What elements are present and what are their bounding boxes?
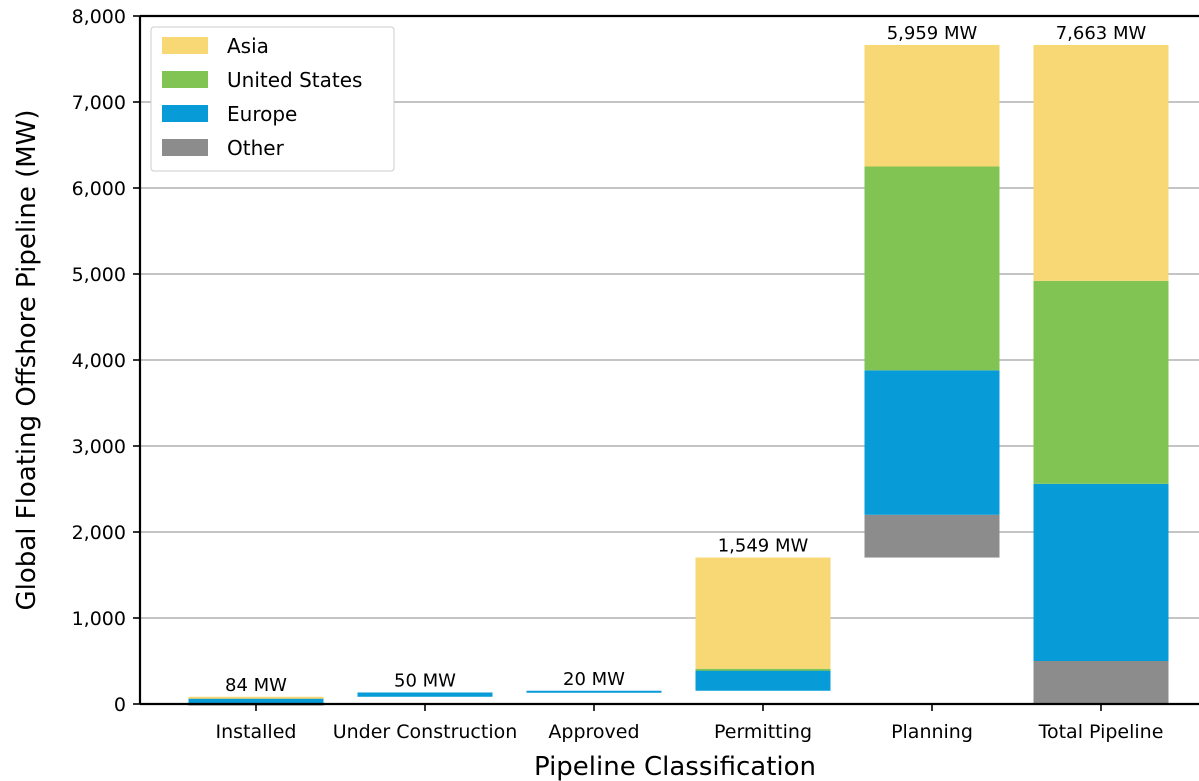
bar-segment-total-pipeline-united-states bbox=[1033, 280, 1169, 484]
bar-total-label-under-construction: 50 MW bbox=[394, 670, 456, 691]
bars bbox=[188, 44, 1169, 706]
y-tick-label: 7,000 bbox=[72, 92, 126, 114]
bar-segment-approved-europe bbox=[526, 690, 662, 693]
bar-segment-total-pipeline-other bbox=[1033, 661, 1169, 704]
y-tick-label: 1,000 bbox=[72, 608, 126, 630]
bar-segment-planning-europe bbox=[864, 370, 1000, 515]
legend-swatch-europe bbox=[162, 105, 208, 122]
y-tick-label: 5,000 bbox=[72, 264, 126, 286]
legend: Asia United States Europe Other bbox=[150, 26, 395, 172]
bar-total-label-permitting: 1,549 MW bbox=[718, 536, 809, 557]
legend-label-united-states: United States bbox=[227, 68, 362, 92]
x-tick-label-approved: Approved bbox=[548, 721, 639, 743]
bar-segment-installed-europe bbox=[188, 697, 324, 704]
x-tick-label-permitting: Permitting bbox=[714, 721, 812, 743]
legend-swatch-asia bbox=[162, 37, 208, 54]
legend-swatch-other bbox=[162, 139, 208, 156]
bar-segment-installed-asia bbox=[188, 696, 324, 699]
y-tick-label: 8,000 bbox=[72, 6, 126, 28]
bar-segment-planning-asia bbox=[864, 44, 1000, 167]
labels: 0 1,000 2,000 3,000 4,000 5,000 6,000 7,000 8,00… bbox=[72, 6, 1164, 743]
x-tick-label-planning: Planning bbox=[891, 721, 973, 743]
bar-segment-total-pipeline-europe bbox=[1033, 483, 1169, 661]
legend-label-europe: Europe bbox=[227, 102, 297, 126]
bar-segment-total-pipeline-asia bbox=[1033, 44, 1169, 281]
bar-segment-planning-other bbox=[864, 514, 1000, 558]
legend-frame bbox=[150, 26, 395, 172]
bar-segment-permitting-united-states bbox=[695, 668, 831, 671]
bar-total-label-planning: 5,959 MW bbox=[887, 23, 978, 44]
x-tick-label-installed: Installed bbox=[216, 721, 297, 743]
x-tick-label-total-pipeline: Total Pipeline bbox=[1038, 721, 1164, 743]
y-tick-label: 6,000 bbox=[72, 178, 126, 200]
y-tick-label: 0 bbox=[114, 694, 126, 716]
x-tick-label-under-construction: Under Construction bbox=[333, 721, 518, 743]
y-axis-title: Global Floating Offshore Pipeline (MW) bbox=[12, 109, 42, 610]
bar-total-label-installed: 84 MW bbox=[225, 675, 287, 696]
y-tick-label: 2,000 bbox=[72, 522, 126, 544]
axes bbox=[133, 14, 1199, 711]
bar-total-label-approved: 20 MW bbox=[563, 669, 625, 690]
bar-segment-under-construction-europe bbox=[357, 692, 493, 697]
x-axis-title: Pipeline Classification bbox=[534, 752, 816, 781]
y-tick-label: 3,000 bbox=[72, 436, 126, 458]
legend-label-asia: Asia bbox=[227, 34, 269, 58]
legend-swatch-united-states bbox=[162, 71, 208, 88]
bar-segment-planning-united-states bbox=[864, 166, 1000, 371]
bar-total-label-total-pipeline: 7,663 MW bbox=[1056, 23, 1147, 44]
legend-label-other: Other bbox=[227, 136, 285, 160]
bar-segment-permitting-asia bbox=[695, 557, 831, 669]
y-tick-label: 4,000 bbox=[72, 350, 126, 372]
bar-segment-permitting-europe bbox=[695, 670, 831, 691]
